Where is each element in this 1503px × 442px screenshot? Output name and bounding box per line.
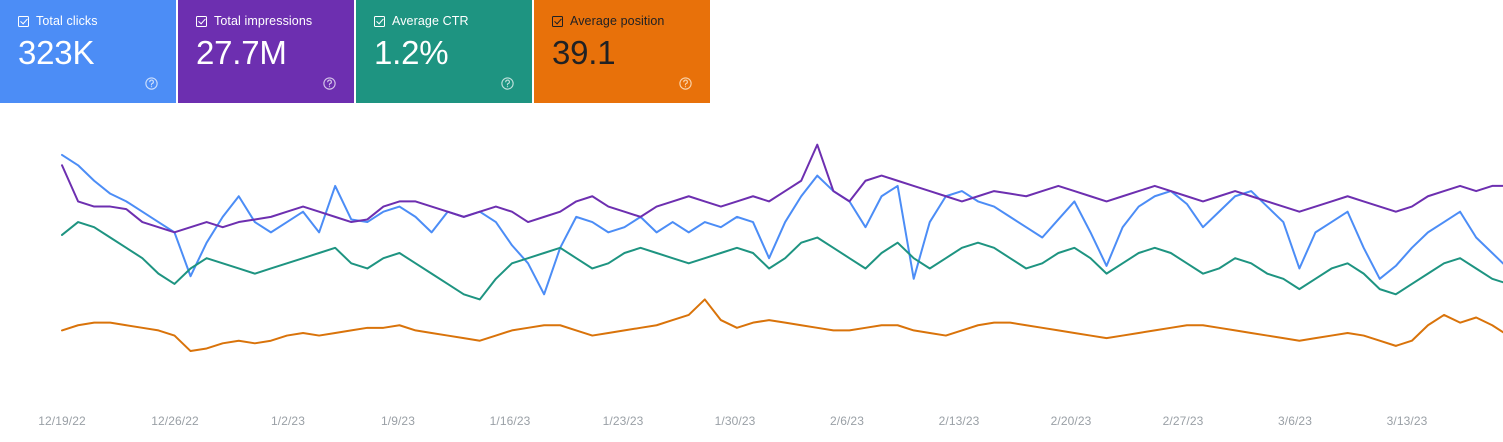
total-impressions-label: Total impressions [214, 14, 313, 28]
x-axis-tick-label: 12/26/22 [151, 414, 199, 428]
x-axis-tick-label: 2/20/23 [1050, 414, 1092, 428]
total-clicks-checkbox[interactable] [18, 15, 29, 27]
help-circle-icon[interactable] [322, 76, 337, 91]
help-circle-icon[interactable] [678, 76, 693, 91]
x-axis-tick-label: 1/23/23 [602, 414, 644, 428]
chart-line-total-impressions [61, 143, 1503, 234]
x-axis-tick-label: 3/6/23 [1278, 414, 1312, 428]
x-axis-tick-label: 2/13/23 [938, 414, 980, 428]
metric-card-header: Total clicks [18, 13, 176, 29]
total-impressions-checkbox[interactable] [196, 15, 207, 27]
metric-card-total-impressions[interactable]: Total impressions 27.7M [178, 0, 354, 103]
metric-card-header: Average position [552, 13, 710, 29]
average-position-value: 39.1 [552, 34, 616, 71]
x-axis-tick-label: 3/13/23 [1386, 414, 1428, 428]
chart-line-total-clicks [61, 153, 1503, 296]
metric-card-average-position[interactable]: Average position 39.1 [534, 0, 710, 103]
x-axis-tick-label: 1/30/23 [714, 414, 756, 428]
chart-line-average-position [61, 298, 1503, 353]
total-clicks-value: 323K [18, 34, 95, 71]
metric-card-header: Average CTR [374, 13, 532, 29]
chart-x-axis: 12/19/22 12/26/22 1/2/23 1/9/23 1/16/23 1/23/… [0, 414, 1503, 434]
total-clicks-label: Total clicks [36, 14, 98, 28]
chart-line-average-ctr [61, 221, 1503, 301]
average-position-checkbox[interactable] [552, 15, 563, 27]
x-axis-tick-label: 2/6/23 [830, 414, 864, 428]
total-impressions-value: 27.7M [196, 34, 287, 71]
x-axis-tick-label: 2/27/23 [1162, 414, 1204, 428]
performance-chart[interactable]: 12/19/22 12/26/22 1/2/23 1/9/23 1/16/23 1/23/… [0, 110, 1503, 442]
x-axis-tick-label: 1/2/23 [271, 414, 305, 428]
x-axis-tick-label: 1/9/23 [381, 414, 415, 428]
metric-card-header: Total impressions [196, 13, 354, 29]
help-circle-icon[interactable] [144, 76, 159, 91]
x-axis-tick-label: 12/19/22 [38, 414, 86, 428]
metric-card-total-clicks[interactable]: Total clicks 323K [0, 0, 176, 103]
x-axis-tick-label: 1/16/23 [489, 414, 531, 428]
metric-cards-row: Total clicks 323K Total impressions 27.7… [0, 0, 710, 103]
performance-chart-canvas[interactable] [0, 110, 1503, 400]
average-ctr-checkbox[interactable] [374, 15, 385, 27]
average-ctr-label: Average CTR [392, 14, 469, 28]
metric-card-average-ctr[interactable]: Average CTR 1.2% [356, 0, 532, 103]
average-position-label: Average position [570, 14, 665, 28]
average-ctr-value: 1.2% [374, 34, 449, 71]
help-circle-icon[interactable] [500, 76, 515, 91]
